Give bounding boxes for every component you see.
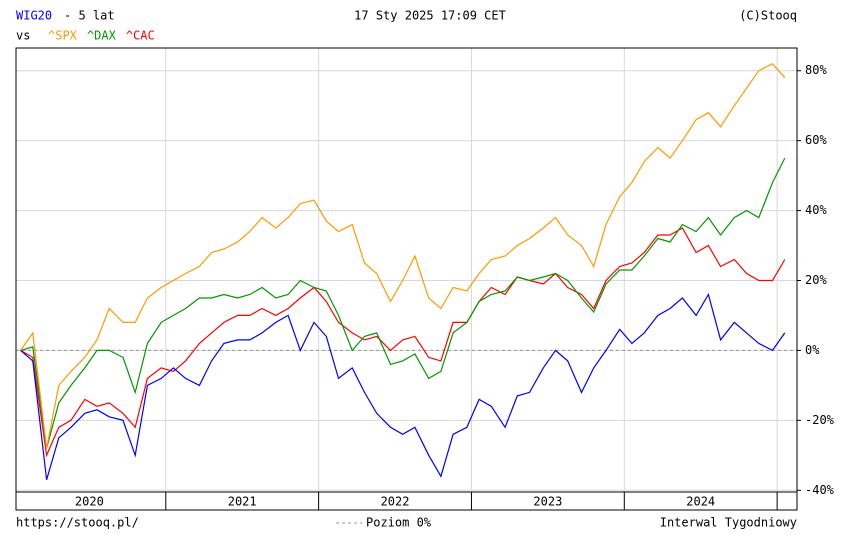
y-tick-label: 80% [805,63,827,77]
legend-entry: ^SPX [48,29,78,43]
series-line [20,157,786,449]
footer-url: https://stooq.pl/ [16,516,139,530]
chart-title: - 5 lat [64,9,115,23]
main-series-name: WIG20 [16,9,52,23]
legend-entry: ^DAX [87,29,117,43]
y-tick-label: 20% [805,273,827,287]
y-tick-label: 0% [805,343,820,357]
footer-interval: Interwal Tygodniowy [660,516,797,530]
x-tick-label: 2023 [533,495,562,509]
series-line [20,227,786,458]
x-tick-label: 2020 [75,495,104,509]
source: (C)Stooq [739,9,797,23]
series-line [20,62,786,449]
x-tick-label: 2021 [228,495,257,509]
y-tick-label: -20% [805,413,835,427]
zero-line-label: Poziom 0% [366,516,432,530]
x-tick-label: 2024 [686,495,715,509]
y-tick-label: 40% [805,203,827,217]
y-tick-label: -40% [805,483,835,497]
x-tick-label: 2022 [381,495,410,509]
vs-label: vs [16,29,30,43]
series-line [20,292,786,480]
legend-entry: ^CAC [126,29,155,43]
plot-border [15,47,798,511]
y-tick-label: 60% [805,133,827,147]
timestamp: 17 Sty 2025 17:09 CET [354,9,506,23]
